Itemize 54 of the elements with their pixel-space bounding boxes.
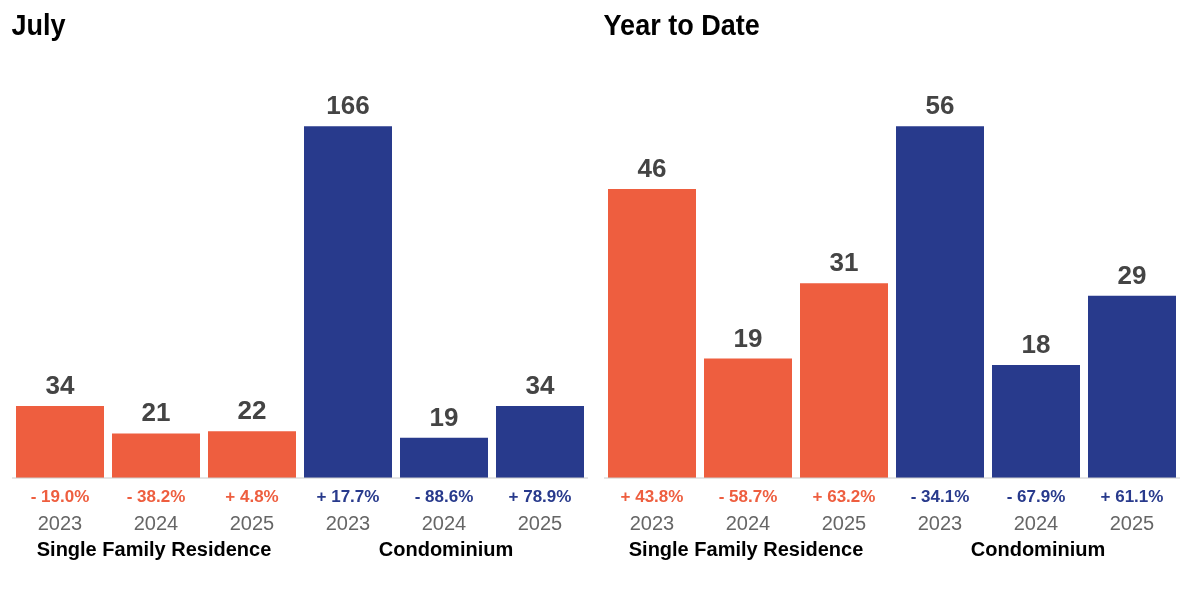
text: + 61.1% [1100,487,1164,506]
x-tick-label: 2024 [421,512,467,534]
bar [16,405,104,478]
bar [304,126,392,478]
text: + 4.8% [225,487,279,506]
bar [800,283,888,478]
data-label: 56 [925,90,955,121]
bar [1088,295,1176,478]
text: - 34.1% [910,487,970,506]
data-label: 34 [525,369,555,400]
bar [400,437,488,478]
x-tick-label: 2023 [37,512,83,534]
data-label: 21 [141,397,171,428]
bar [496,405,584,478]
x-tick-label: 2025 [517,512,563,534]
text: - 67.9% [1006,487,1066,506]
data-label: 19 [429,401,459,432]
data-label: 29 [1117,259,1147,290]
text: Single Family Residence [35,538,273,561]
bar [896,126,984,478]
bar [208,431,296,478]
x-tick-label: 2024 [1013,512,1059,534]
data-label: 19 [733,322,763,353]
x-tick-label: 2024 [133,512,179,534]
x-tick-label: 2023 [629,512,675,534]
bar [608,188,696,478]
text: + 63.2% [812,487,876,506]
text: + 17.7% [316,487,380,506]
text: - 19.0% [30,487,90,506]
data-label: 22 [237,395,267,426]
text: + 78.9% [508,487,572,506]
bar [992,364,1080,478]
data-label: 166 [326,90,370,121]
x-tick-label: 2023 [325,512,371,534]
text: + 43.8% [620,487,684,506]
x-tick-label: 2023 [917,512,963,534]
chart-title: July [10,8,67,43]
text: Single Family Residence [627,538,865,561]
text: - 38.2% [126,487,186,506]
x-tick-label: 2024 [725,512,771,534]
chart-title: Year to Date [602,8,761,43]
bar [704,358,792,478]
x-tick-label: 2025 [1109,512,1155,534]
text: Condominium [969,538,1107,561]
text: Condominium [377,538,515,561]
text: - 88.6% [414,487,474,506]
x-tick-label: 2025 [229,512,275,534]
data-label: 31 [829,247,859,278]
bar [112,433,200,478]
data-label: 18 [1021,328,1051,359]
text: - 58.7% [718,487,778,506]
data-label: 34 [45,369,75,400]
x-tick-label: 2025 [821,512,867,534]
data-label: 46 [637,152,667,183]
